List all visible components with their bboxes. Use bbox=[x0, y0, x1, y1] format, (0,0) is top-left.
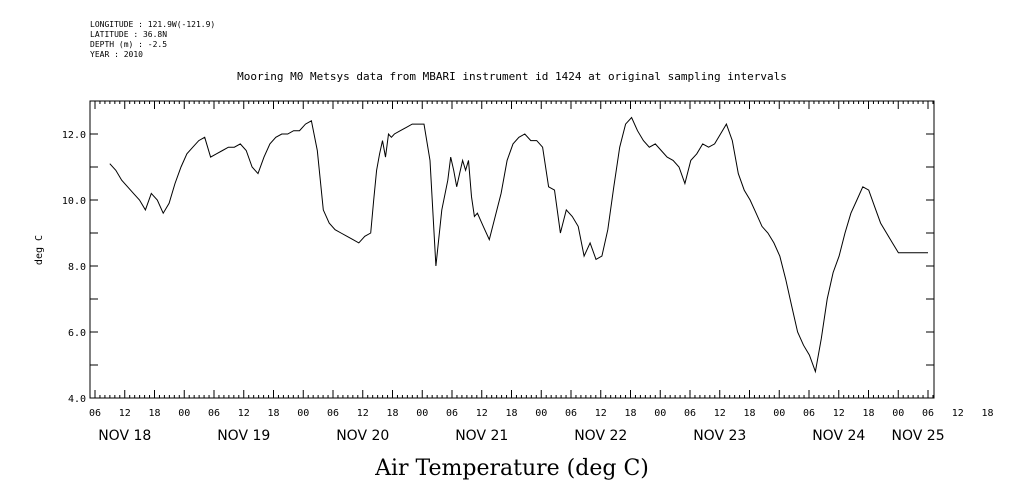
x-hour-label: 12 bbox=[357, 408, 369, 419]
x-hour-label: 00 bbox=[892, 408, 904, 419]
x-hour-label: 06 bbox=[922, 408, 934, 419]
x-day-label: NOV 20 bbox=[336, 428, 389, 444]
x-hour-label: 00 bbox=[297, 408, 309, 419]
y-tick-label: 12.0 bbox=[62, 130, 86, 141]
x-hour-label: 00 bbox=[654, 408, 666, 419]
x-hour-label: 06 bbox=[89, 408, 101, 419]
x-hour-label: 18 bbox=[148, 408, 160, 419]
x-hour-label: 12 bbox=[595, 408, 607, 419]
x-hour-label: 18 bbox=[624, 408, 636, 419]
latitude-text: LATITUDE : 36.8N bbox=[90, 30, 168, 39]
x-hour-label: 18 bbox=[386, 408, 398, 419]
x-hour-label: 18 bbox=[862, 408, 874, 419]
x-day-label: NOV 24 bbox=[812, 428, 865, 444]
y-tick-label: 4.0 bbox=[68, 394, 86, 405]
x-hour-label: 12 bbox=[476, 408, 488, 419]
x-day-label: NOV 19 bbox=[217, 428, 270, 444]
x-axis-label: Air Temperature (deg C) bbox=[374, 456, 649, 481]
x-hour-label: 18 bbox=[267, 408, 279, 419]
x-day-label: NOV 21 bbox=[455, 428, 508, 444]
y-tick-label: 10.0 bbox=[62, 196, 86, 207]
chart-title: Mooring M0 Metsys data from MBARI instru… bbox=[237, 70, 787, 83]
x-hour-label: 00 bbox=[416, 408, 428, 419]
x-hour-label: 12 bbox=[833, 408, 845, 419]
year-text: YEAR : 2010 bbox=[90, 50, 143, 59]
x-hour-label: 12 bbox=[119, 408, 131, 419]
x-hour-label: 06 bbox=[327, 408, 339, 419]
x-hour-label: 00 bbox=[535, 408, 547, 419]
x-hour-label: 06 bbox=[446, 408, 458, 419]
depth-text: DEPTH (m) : -2.5 bbox=[90, 40, 168, 49]
x-axis: 06 12 18 00 06 12 18 00 06 12 18 00 06 12 18 00 06 12 18 00… bbox=[89, 101, 994, 444]
y-tick-label: 8.0 bbox=[68, 262, 86, 273]
x-hour-label: 12 bbox=[952, 408, 964, 419]
series-layer bbox=[109, 116, 928, 374]
y-tick-label: 6.0 bbox=[68, 328, 86, 339]
y-axis: 4.0 6.0 8.0 10.0 12.0 bbox=[62, 100, 934, 405]
x-day-label: NOV 25 bbox=[892, 428, 945, 444]
x-hour-label: 00 bbox=[178, 408, 190, 419]
x-day-label: NOV 18 bbox=[98, 428, 151, 444]
x-hour-label: 18 bbox=[743, 408, 755, 419]
x-hour-label: 06 bbox=[565, 408, 577, 419]
x-hour-label: 00 bbox=[773, 408, 785, 419]
air-temperature-line bbox=[109, 116, 928, 374]
longitude-text: LONGITUDE : 121.9W(-121.9) bbox=[90, 20, 216, 29]
metadata-header: LONGITUDE : 121.9W(-121.9) LATITUDE : 36… bbox=[90, 20, 215, 60]
y-axis-label: deg C bbox=[34, 235, 45, 265]
x-hour-label: 12 bbox=[238, 408, 250, 419]
x-hour-label: 12 bbox=[714, 408, 726, 419]
x-hour-label: 06 bbox=[684, 408, 696, 419]
x-hour-label: 06 bbox=[208, 408, 220, 419]
x-hour-label: 06 bbox=[803, 408, 815, 419]
x-hour-label: 18 bbox=[505, 408, 517, 419]
x-day-label: NOV 23 bbox=[693, 428, 746, 444]
x-hour-label: 18 bbox=[981, 408, 993, 419]
x-day-label: NOV 22 bbox=[574, 428, 627, 444]
